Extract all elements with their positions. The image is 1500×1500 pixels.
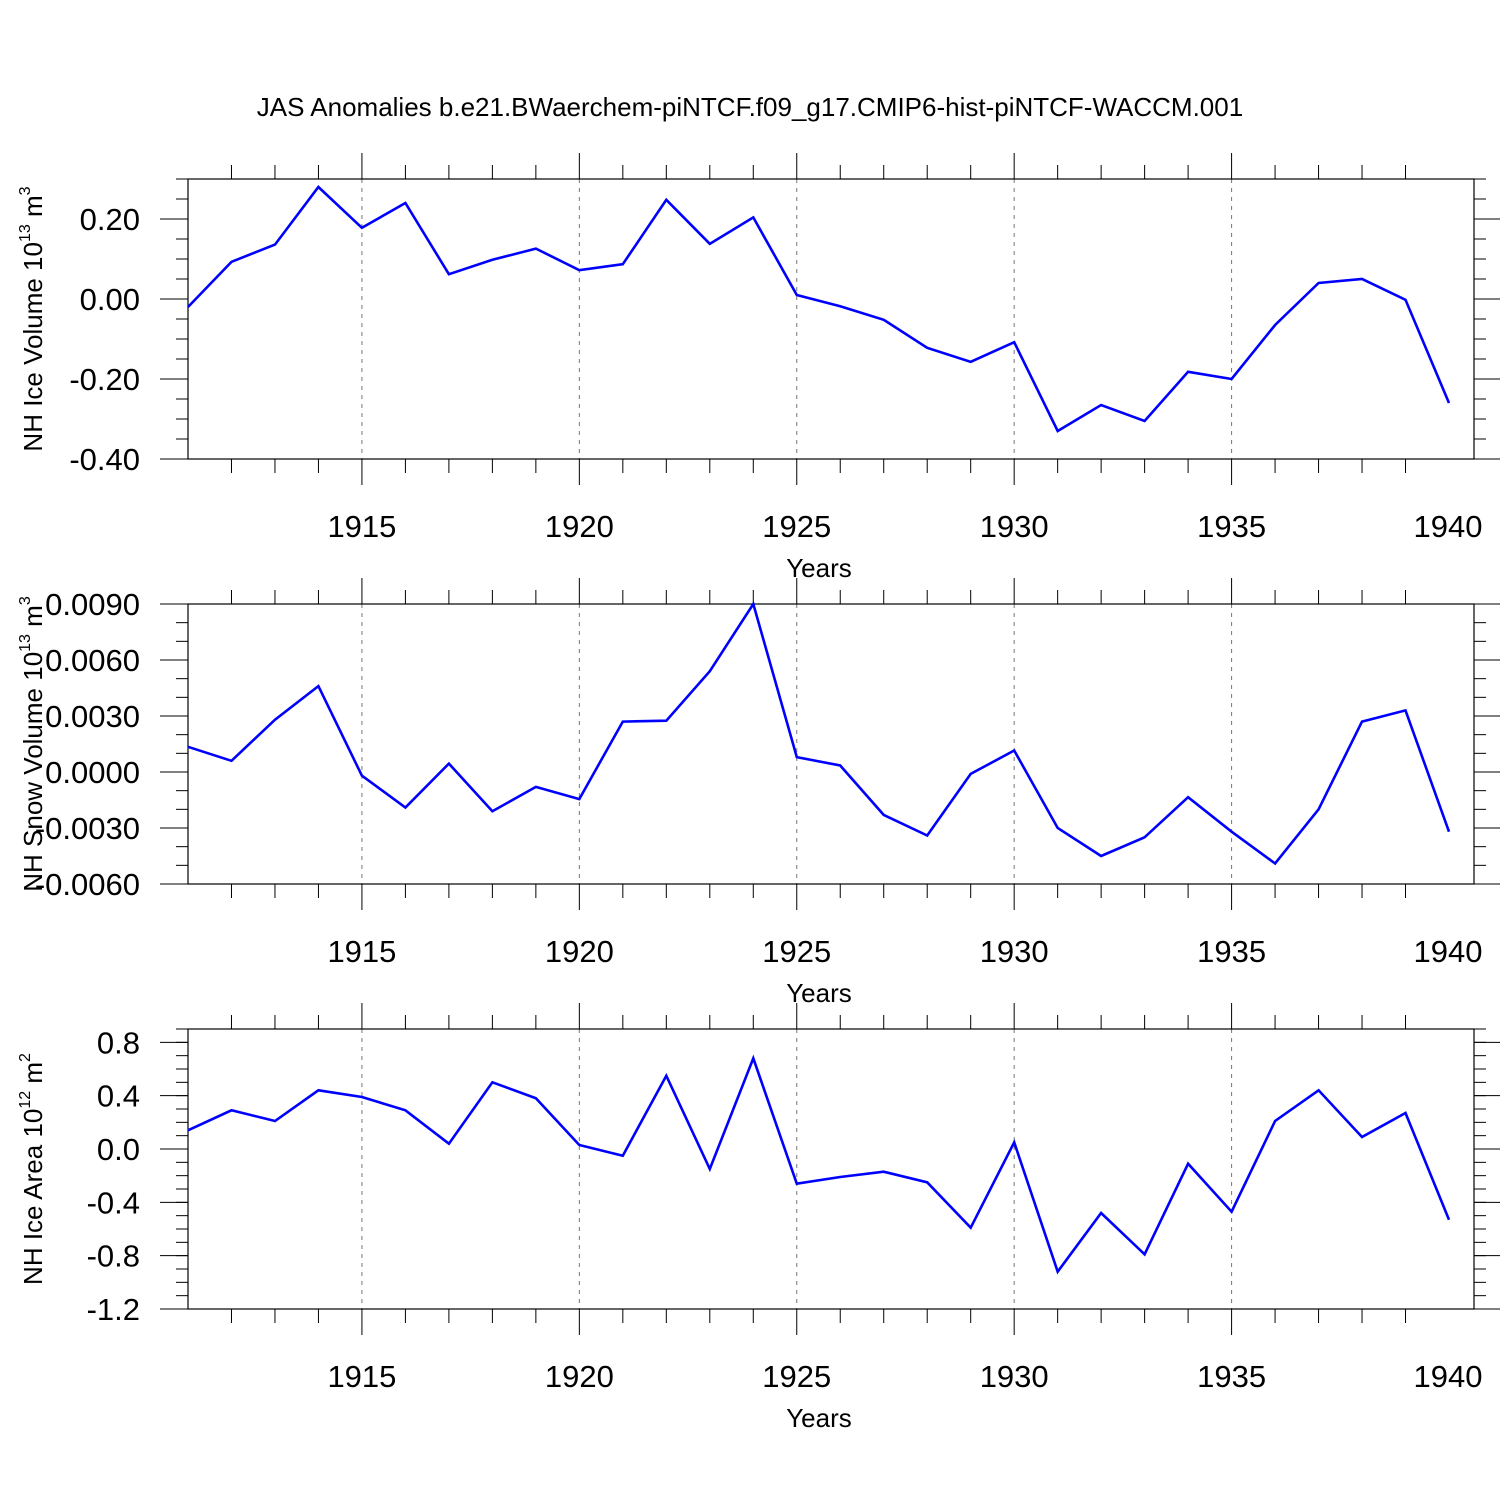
x-tick-label: 1940 [1414, 934, 1483, 969]
x-tick-label: 1925 [762, 1359, 831, 1394]
panel-2: 1915 1920 1925 1930 1935 1940 Years -0.0060 -0.0… [17, 578, 1500, 1008]
y-tick-label: -0.0060 [35, 867, 140, 902]
y-tick-label: -0.0030 [35, 811, 140, 846]
x-axis-title: Years [786, 1403, 852, 1433]
x-tick-label: 1940 [1414, 509, 1483, 544]
y-tick-label: 0.0000 [45, 755, 140, 790]
series-line [187, 185, 1451, 433]
x-axis-title: Years [786, 553, 852, 583]
y-axis-title: NH Snow Volume 1013 m3 [17, 596, 48, 892]
y-axis-title: NH Ice Volume 1013 m3 [17, 186, 48, 451]
x-tick-label: 1925 [762, 934, 831, 969]
x-tick-label: 1915 [327, 1359, 396, 1394]
x-tick-label: 1930 [980, 509, 1049, 544]
y-axis-title: NH Ice Area 1012 m2 [17, 1053, 48, 1285]
y-tick-label: 0.0 [97, 1132, 140, 1167]
y-tick-label: 0.0030 [45, 699, 140, 734]
x-tick-label: 1930 [980, 1359, 1049, 1394]
plot-frame [187, 1028, 1475, 1310]
x-tick-label: 1935 [1197, 1359, 1266, 1394]
y-tick-label: 0.00 [80, 282, 140, 317]
x-tick-label: 1915 [327, 509, 396, 544]
x-tick-label: 1935 [1197, 934, 1266, 969]
y-tick-label: -0.8 [87, 1239, 140, 1274]
chart-title: JAS Anomalies b.e21.BWaerchem-piNTCF.f09… [257, 92, 1243, 122]
y-tick-label: -0.40 [69, 442, 140, 477]
x-tick-label: 1915 [327, 934, 396, 969]
y-tick-label: -0.20 [69, 362, 140, 397]
y-tick-label: 0.0060 [45, 643, 140, 678]
y-tick-label: 0.4 [97, 1079, 140, 1114]
x-tick-label: 1935 [1197, 509, 1266, 544]
y-tick-label: -0.4 [87, 1185, 140, 1220]
y-tick-label: 0.8 [97, 1025, 140, 1060]
panel-1: 1915 1920 1925 1930 1935 1940 Years -0.40 -0.20 0… [17, 153, 1500, 583]
x-tick-label: 1925 [762, 509, 831, 544]
x-tick-label: 1930 [980, 934, 1049, 969]
panels: 1915 1920 1925 1930 1935 1940 Years -0.40 -0.20 0… [17, 153, 1500, 1433]
panel-3: 1915 1920 1925 1930 1935 1940 Years -1.2 -0.8 -0.… [17, 1003, 1500, 1433]
x-tick-label: 1940 [1414, 1359, 1483, 1394]
x-tick-label: 1920 [545, 509, 614, 544]
series-line [187, 600, 1451, 866]
x-axis-title: Years [786, 978, 852, 1008]
y-tick-label: 0.0090 [45, 587, 140, 622]
plot-frame [187, 603, 1475, 885]
series-line [187, 1054, 1451, 1275]
x-tick-label: 1920 [545, 1359, 614, 1394]
y-tick-label: -1.2 [87, 1292, 140, 1327]
x-tick-label: 1920 [545, 934, 614, 969]
y-tick-label: 0.20 [80, 202, 140, 237]
